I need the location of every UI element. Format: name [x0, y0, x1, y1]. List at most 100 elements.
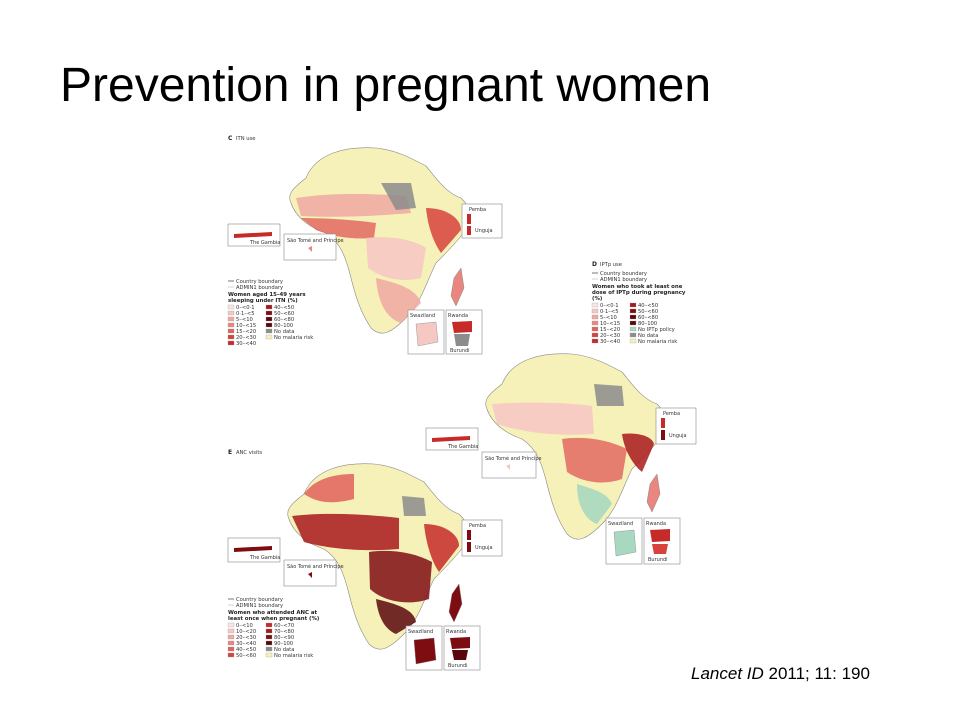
inset-label-saotome: São Tomé and Príncipe — [485, 455, 542, 462]
madagascar — [450, 267, 465, 307]
legend-item-label: No malaria risk — [274, 653, 313, 659]
inset-saotome: São Tomé and Príncipe — [283, 559, 344, 587]
legend-swatch — [227, 622, 235, 628]
inset-label-pemba: Pemba — [469, 207, 486, 213]
region-east — [424, 524, 459, 572]
africa-map — [485, 353, 668, 540]
legend-title-line: sleeping under ITN (%) — [228, 298, 298, 304]
inset-zanzibar: Pemba Unguja — [461, 203, 503, 239]
map-panel-iptp: D IPTp use Country boundary ADMIN1 bounda… — [420, 256, 700, 568]
legend-swatch — [265, 322, 273, 328]
legend-item-label: 5–<10 — [600, 315, 617, 321]
legend-item-label: 10–<20 — [236, 629, 256, 635]
legend-swatch — [265, 622, 273, 628]
legend-item-label: 0·1–<5 — [600, 309, 619, 315]
inset-label-pemba: Pemba — [469, 523, 486, 529]
legend-item-label: 0–<0·1 — [600, 303, 619, 309]
anc-map-svg: E ANC visits The Gambia São Tomé and Prí… — [227, 449, 503, 671]
legend-item-label: No IPTp policy — [638, 327, 675, 333]
region-central — [562, 437, 627, 483]
region-central — [369, 550, 432, 603]
citation-journal: Lancet ID — [691, 664, 764, 683]
itn-map-svg: C ITN use The Gambia São Tomé and Prínci… — [227, 135, 503, 355]
legend-swatch — [591, 332, 599, 338]
legend-swatch — [227, 628, 235, 634]
legend-swatch — [227, 646, 235, 652]
legend-item-label: 60–<80 — [274, 317, 294, 323]
legend-swatch — [629, 338, 637, 344]
legend-title-line: dose of IPTp during pregnancy — [592, 290, 686, 296]
slide-title: Prevention in pregnant women — [60, 59, 712, 112]
legend-item-label: 20–<30 — [236, 635, 256, 641]
legend-swatch — [227, 634, 235, 640]
legend-swatch — [265, 316, 273, 322]
region-south — [376, 599, 416, 634]
inset-label-rwanda: Rwanda — [446, 629, 466, 635]
madagascar — [646, 473, 661, 513]
inset-gambia: The Gambia — [227, 537, 280, 563]
legend-swatch — [227, 652, 235, 658]
inset-label-burundi: Burundi — [648, 557, 668, 563]
legend-swatch — [265, 304, 273, 310]
legend-item-label: 30–<40 — [600, 339, 620, 345]
legend-item-label: No data — [274, 329, 294, 335]
legend-item-label: No malaria risk — [638, 339, 677, 345]
inset-label-saotome: São Tomé and Príncipe — [287, 563, 344, 570]
citation-details: 2011; 11: 190 — [763, 664, 870, 683]
legend-item-label: No data — [274, 647, 294, 653]
legend-item-label: 80–100 — [638, 321, 657, 327]
legend-item-label: No malaria risk — [274, 335, 313, 341]
inset-label-gambia: The Gambia — [249, 555, 280, 561]
legend-swatch — [227, 322, 235, 328]
legend-swatch — [591, 320, 599, 326]
legend-item-label: 0·1–<5 — [236, 311, 255, 317]
legend-swatch — [227, 340, 235, 346]
legend-item-label: 50–<60 — [236, 653, 256, 659]
inset-label-burundi: Burundi — [450, 348, 470, 354]
inset-label-rwanda: Rwanda — [646, 521, 666, 527]
inset-label-unguja: Unguja — [475, 545, 493, 551]
inset-saotome: São Tomé and Príncipe — [481, 451, 542, 479]
region-central — [366, 237, 426, 280]
citation: Lancet ID 2011; 11: 190 — [691, 664, 870, 684]
legend-item-label: 40–<50 — [274, 305, 294, 311]
legend-swatch — [629, 302, 637, 308]
legend-line-label: ADMIN1 boundary — [600, 277, 647, 283]
legend-item-label: 20–<30 — [600, 333, 620, 339]
legend-item-label: 50–<60 — [274, 311, 294, 317]
region-no-data — [402, 496, 426, 516]
region-north — [304, 474, 354, 503]
legend-item-label: 10–<15 — [600, 321, 620, 327]
legend-swatch — [629, 326, 637, 332]
inset-label-gambia: The Gambia — [447, 444, 478, 450]
panel-title: ANC visits — [236, 450, 262, 456]
region-sahel — [296, 193, 411, 217]
legend-swatch — [591, 314, 599, 320]
legend-item-label: 50–<60 — [638, 309, 658, 315]
legend-item-label: 5–<10 — [236, 317, 253, 323]
legend-line-label: Country boundary — [600, 271, 647, 277]
inset-label-swaziland: Swaziland — [608, 521, 633, 527]
legend-line-label: ADMIN1 boundary — [236, 603, 283, 609]
legend-item-label: 40–<50 — [638, 303, 658, 309]
legend-title-line: least once when pregnant (%) — [228, 616, 319, 622]
legend-line-label: Country boundary — [236, 597, 283, 603]
legend-swatch — [227, 304, 235, 310]
inset-saotome: São Tomé and Príncipe — [283, 233, 344, 261]
legend-swatch — [591, 302, 599, 308]
legend-swatch — [265, 640, 273, 646]
legend-item-label: 60–<80 — [638, 315, 658, 321]
legend-item-label: 30–<40 — [236, 641, 256, 647]
legend-item-label: 60–<70 — [274, 623, 294, 629]
inset-gambia: The Gambia — [425, 427, 478, 451]
legend-item-label: 15–<20 — [236, 329, 256, 335]
inset-zanzibar: Pemba Unguja — [461, 519, 503, 557]
legend-item-label: 40–<50 — [236, 647, 256, 653]
legend-swatch — [227, 640, 235, 646]
legend-item-label: 30–<40 — [236, 341, 256, 347]
panel-label: D — [592, 261, 597, 268]
legend-swatch — [265, 634, 273, 640]
